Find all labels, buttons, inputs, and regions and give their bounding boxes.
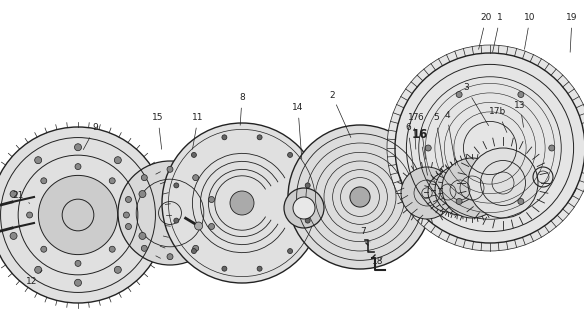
Circle shape <box>208 223 214 229</box>
Circle shape <box>401 167 453 219</box>
Circle shape <box>287 152 293 157</box>
Circle shape <box>193 245 199 251</box>
Circle shape <box>139 191 146 197</box>
Circle shape <box>456 92 462 98</box>
Circle shape <box>41 178 47 184</box>
Circle shape <box>174 218 179 223</box>
Text: 14: 14 <box>293 103 304 159</box>
Text: 17: 17 <box>408 114 420 149</box>
Text: 3: 3 <box>463 84 489 126</box>
Text: 20: 20 <box>479 13 492 49</box>
Circle shape <box>192 152 196 157</box>
Circle shape <box>34 266 41 273</box>
Circle shape <box>288 125 432 269</box>
Circle shape <box>141 245 147 251</box>
Circle shape <box>287 249 293 253</box>
Circle shape <box>284 188 324 228</box>
Circle shape <box>208 196 214 203</box>
Circle shape <box>118 161 222 265</box>
Text: 18: 18 <box>372 257 384 267</box>
Circle shape <box>114 266 121 273</box>
Circle shape <box>425 145 431 151</box>
Circle shape <box>10 232 17 239</box>
Circle shape <box>428 172 468 212</box>
Circle shape <box>75 164 81 170</box>
Circle shape <box>230 191 254 215</box>
Circle shape <box>27 212 33 218</box>
Text: 8: 8 <box>239 93 245 125</box>
Circle shape <box>387 45 584 251</box>
Text: 4: 4 <box>444 110 456 165</box>
Circle shape <box>456 198 462 204</box>
Circle shape <box>305 218 310 223</box>
Circle shape <box>518 92 524 98</box>
Text: 5: 5 <box>433 114 444 167</box>
Circle shape <box>39 175 117 255</box>
Circle shape <box>34 157 41 164</box>
Circle shape <box>75 260 81 266</box>
Circle shape <box>174 183 179 188</box>
Circle shape <box>453 133 553 233</box>
Circle shape <box>162 123 322 283</box>
Circle shape <box>41 246 47 252</box>
Circle shape <box>75 144 82 151</box>
Circle shape <box>167 166 173 172</box>
Text: 17b: 17b <box>489 108 507 132</box>
Circle shape <box>109 246 115 252</box>
Circle shape <box>141 175 147 181</box>
Text: 9: 9 <box>84 124 98 149</box>
Circle shape <box>468 148 538 218</box>
Circle shape <box>518 198 524 204</box>
Text: 11: 11 <box>192 114 204 149</box>
Circle shape <box>192 249 196 253</box>
Circle shape <box>257 266 262 271</box>
Circle shape <box>114 157 121 164</box>
Text: 1: 1 <box>492 13 503 52</box>
Circle shape <box>222 135 227 140</box>
Text: 7: 7 <box>360 228 370 242</box>
Text: 10: 10 <box>524 13 536 49</box>
Text: 6: 6 <box>405 124 413 169</box>
Text: 15: 15 <box>152 114 164 149</box>
Circle shape <box>109 178 115 184</box>
Circle shape <box>549 145 555 151</box>
Circle shape <box>10 191 17 197</box>
Circle shape <box>126 196 131 203</box>
Circle shape <box>435 165 485 215</box>
Circle shape <box>167 254 173 260</box>
Circle shape <box>222 266 227 271</box>
Text: 13: 13 <box>515 100 526 127</box>
Circle shape <box>442 158 502 218</box>
Circle shape <box>194 222 203 230</box>
Circle shape <box>126 223 131 229</box>
Circle shape <box>305 183 310 188</box>
Text: 6: 6 <box>417 114 426 159</box>
Text: 16: 16 <box>412 129 428 175</box>
Circle shape <box>395 53 584 243</box>
Circle shape <box>193 175 199 181</box>
Circle shape <box>0 127 166 303</box>
Circle shape <box>350 187 370 207</box>
Circle shape <box>293 197 315 219</box>
Text: 2: 2 <box>329 91 351 138</box>
Circle shape <box>139 232 146 239</box>
Circle shape <box>257 135 262 140</box>
Text: 12: 12 <box>26 270 42 286</box>
Circle shape <box>123 212 130 218</box>
Text: 19: 19 <box>566 13 578 52</box>
Circle shape <box>75 279 82 286</box>
Text: 21: 21 <box>12 190 30 204</box>
